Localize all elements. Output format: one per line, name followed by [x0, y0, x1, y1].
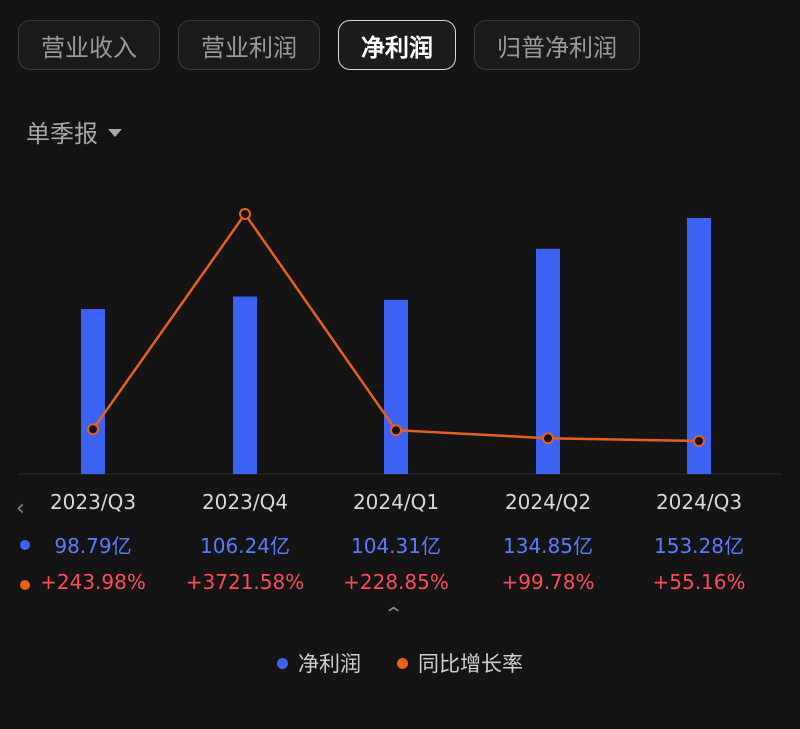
net-profit-dot-icon [20, 540, 30, 550]
caret-down-icon [108, 128, 122, 137]
data-label: 153.28亿 [654, 534, 744, 558]
net-profit-bar[interactable] [384, 299, 408, 474]
data-label: 134.85亿 [503, 534, 593, 558]
tick-label: 2024/Q2 [504, 490, 592, 514]
tick-label: 2024/Q3 [655, 490, 743, 514]
data-label: 106.24亿 [200, 534, 290, 558]
tick-label: 2024/Q1 [352, 490, 440, 514]
period-selector[interactable]: 单季报 [26, 114, 122, 149]
chevron-up-icon[interactable]: ⌃ [382, 604, 405, 625]
metric-tabs: 营业收入 营业利润 净利润 归普净利润 [18, 20, 640, 70]
growth-rate-point[interactable] [693, 435, 705, 447]
data-label: +3721.58% [185, 570, 305, 594]
tab-net-profit[interactable]: 净利润 [338, 20, 456, 70]
data-label: +228.85% [343, 570, 449, 594]
growth-rate-point[interactable] [390, 424, 402, 437]
legend-dot-icon [277, 657, 288, 669]
tab-attributable-net-profit[interactable]: 归普净利润 [474, 20, 640, 70]
tab-revenue[interactable]: 营业收入 [18, 20, 160, 70]
legend-label: 同比增长率 [418, 652, 523, 676]
data-label: +55.16% [652, 570, 746, 594]
legend-dot-icon [397, 657, 408, 669]
data-label: 98.79亿 [54, 534, 132, 558]
net-profit-bar[interactable] [233, 296, 257, 474]
tick-label: 2023/Q3 [49, 490, 137, 514]
data-label: +99.78% [501, 570, 595, 594]
period-selector-label: 单季报 [26, 120, 98, 148]
tab-operating-profit[interactable]: 营业利润 [178, 20, 320, 70]
data-label: 104.31亿 [351, 534, 441, 558]
legend-label: 净利润 [298, 652, 361, 676]
legend-item-net-profit[interactable]: 净利润 [277, 648, 361, 678]
growth-rate-point[interactable] [239, 208, 251, 220]
net-profit-bar[interactable] [81, 309, 105, 474]
growth-rate-point[interactable] [87, 423, 99, 436]
growth-rate-point[interactable] [542, 432, 554, 445]
growth-rate-row: +243.98% +3721.58% +228.85% +99.78% +55.… [0, 568, 800, 602]
date-row: ‹ 2023/Q3 2023/Q4 2024/Q1 2024/Q2 2024/Q… [0, 488, 800, 522]
legend-item-growth-rate[interactable]: 同比增长率 [397, 648, 523, 678]
net-profit-bar[interactable] [687, 218, 711, 474]
tick-label: 2023/Q4 [201, 490, 289, 514]
data-label: +243.98% [40, 570, 146, 594]
growth-rate-dot-icon [20, 580, 30, 590]
net-profit-row: 98.79亿 106.24亿 104.31亿 134.85亿 153.28亿 [0, 528, 800, 562]
chevron-left-icon[interactable]: ‹ [16, 496, 25, 521]
chart-legend: 净利润 同比增长率 [0, 648, 800, 678]
